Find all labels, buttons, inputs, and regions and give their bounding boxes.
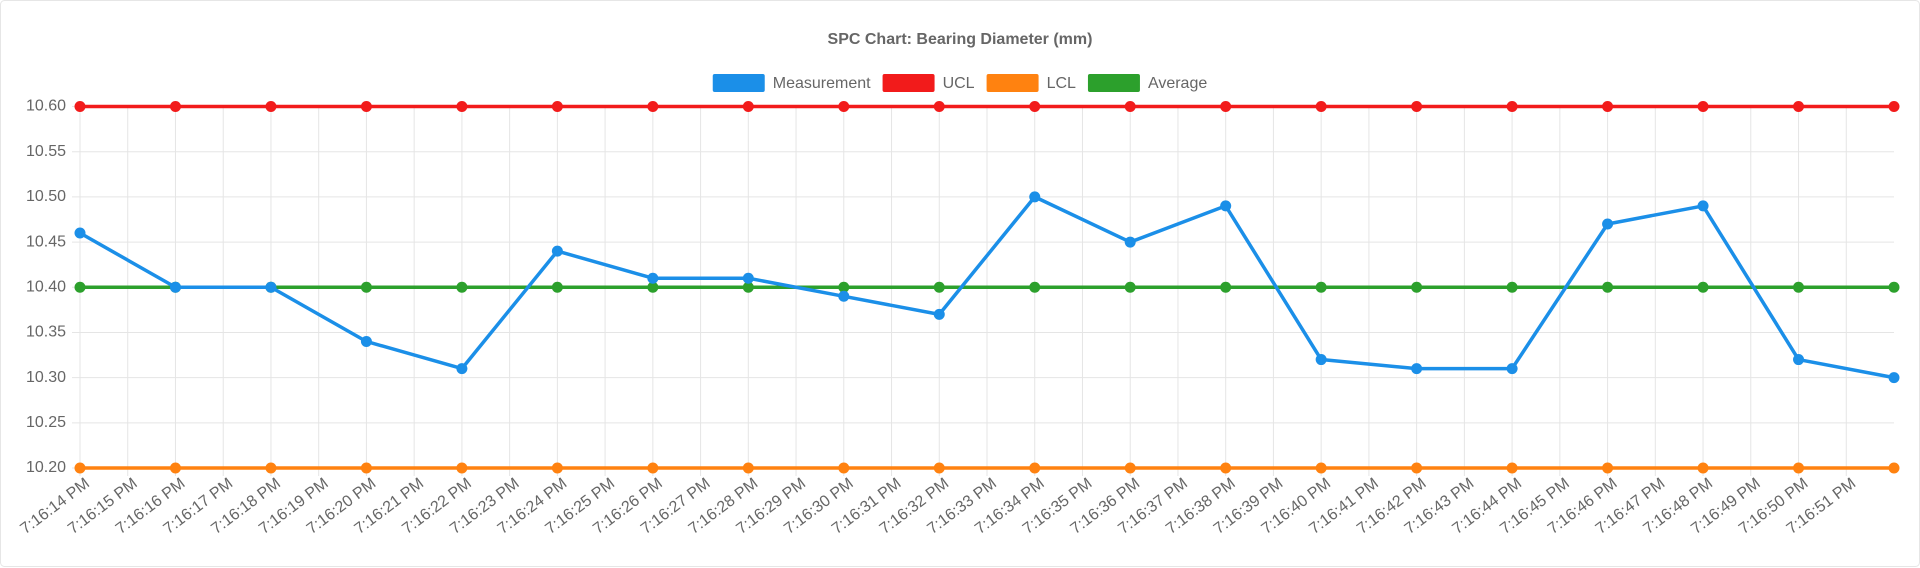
legend-label: Measurement: [773, 75, 871, 92]
data-point: [1602, 101, 1614, 112]
data-point: [1029, 281, 1041, 293]
legend-label: Average: [1148, 75, 1207, 92]
data-point: [1506, 363, 1518, 375]
data-point: [1793, 281, 1805, 293]
data-point: [1888, 101, 1900, 112]
data-point: [1411, 363, 1423, 375]
data-point: [1697, 200, 1709, 212]
data-point: [1602, 462, 1614, 474]
data-point: [1029, 191, 1041, 203]
data-point: [1220, 200, 1232, 212]
y-tick-label: 10.40: [26, 278, 66, 295]
data-point: [456, 101, 468, 112]
y-tick-label: 10.30: [26, 369, 66, 386]
data-point: [551, 281, 563, 293]
data-point: [1506, 462, 1518, 474]
data-point: [74, 462, 86, 474]
data-point: [742, 272, 754, 284]
data-point: [1124, 281, 1136, 293]
data-point: [1697, 462, 1709, 474]
data-point: [647, 462, 659, 474]
data-point: [742, 462, 754, 474]
data-point: [1602, 218, 1614, 230]
data-point: [360, 281, 372, 293]
data-point: [1506, 281, 1518, 293]
y-tick-label: 10.50: [26, 188, 66, 205]
data-point: [74, 227, 86, 239]
data-point: [1029, 462, 1041, 474]
data-point: [456, 462, 468, 474]
data-point: [933, 462, 945, 474]
data-point: [456, 281, 468, 293]
data-point: [1124, 236, 1136, 248]
data-point: [1888, 372, 1900, 384]
data-point: [742, 101, 754, 112]
legend-label: UCL: [943, 75, 975, 92]
legend-label: LCL: [1047, 75, 1076, 92]
y-tick-label: 10.25: [26, 414, 66, 431]
data-point: [838, 101, 850, 112]
y-tick-label: 10.60: [26, 98, 66, 115]
legend-swatch: [712, 74, 765, 92]
data-point: [456, 363, 468, 375]
data-point: [1220, 462, 1232, 474]
data-point: [647, 272, 659, 284]
data-point: [551, 101, 563, 112]
data-point: [838, 281, 850, 293]
data-point: [933, 101, 945, 112]
data-point: [1506, 101, 1518, 112]
data-point: [169, 101, 181, 112]
data-point: [360, 101, 372, 112]
data-point: [1220, 281, 1232, 293]
data-point: [1697, 281, 1709, 293]
data-point: [551, 245, 563, 257]
data-point: [74, 101, 86, 112]
chart-title: SPC Chart: Bearing Diameter (mm): [828, 31, 1093, 48]
data-point: [1602, 281, 1614, 293]
data-point: [1411, 101, 1423, 112]
legend: Measurement UCL LCL Average: [712, 74, 1207, 92]
data-point: [1220, 101, 1232, 112]
data-point: [1793, 462, 1805, 474]
data-point: [169, 462, 181, 474]
data-point: [1124, 462, 1136, 474]
data-point: [1888, 281, 1900, 293]
series-line: [79, 195, 1895, 380]
data-point: [1315, 462, 1327, 474]
y-tick-label: 10.20: [26, 459, 66, 476]
data-point: [933, 308, 945, 320]
data-point: [742, 281, 754, 293]
data-point: [74, 281, 86, 293]
data-point: [1315, 101, 1327, 112]
y-tick-label: 10.35: [26, 324, 66, 341]
data-point: [1124, 101, 1136, 112]
data-point: [169, 281, 181, 293]
data-point: [1315, 281, 1327, 293]
data-point: [1411, 281, 1423, 293]
data-point: [1793, 354, 1805, 366]
data-point: [838, 462, 850, 474]
legend-swatch: [1087, 74, 1140, 92]
data-point: [265, 462, 277, 474]
data-point: [1411, 462, 1423, 474]
data-point: [1888, 462, 1900, 474]
data-point: [1315, 354, 1327, 366]
data-point: [933, 281, 945, 293]
y-tick-label: 10.55: [26, 143, 66, 160]
data-point: [360, 462, 372, 474]
data-point: [1029, 101, 1041, 112]
data-point: [1793, 101, 1805, 112]
data-point: [647, 101, 659, 112]
y-tick-label: 10.45: [26, 233, 66, 250]
data-point: [551, 462, 563, 474]
data-point: [838, 290, 850, 302]
data-point: [265, 281, 277, 293]
data-point: [647, 281, 659, 293]
legend-swatch: [986, 74, 1039, 92]
data-point: [1697, 101, 1709, 112]
data-point: [265, 101, 277, 112]
data-point: [360, 335, 372, 347]
legend-swatch: [882, 74, 935, 92]
